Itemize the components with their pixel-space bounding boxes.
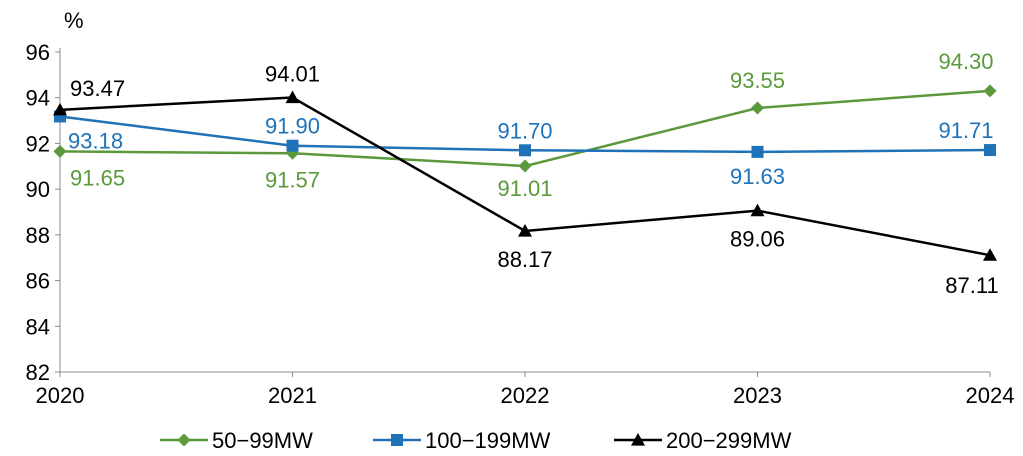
series-200-299mw xyxy=(53,90,997,261)
legend-item: 100−199MW xyxy=(373,428,551,453)
data-label: 89.06 xyxy=(730,227,785,252)
data-label: 88.17 xyxy=(497,247,552,272)
y-tick-label: 96 xyxy=(26,40,50,65)
data-point-marker xyxy=(285,90,300,104)
data-label: 91.65 xyxy=(70,165,125,190)
data-point-marker xyxy=(750,203,765,217)
data-point-marker xyxy=(518,159,532,173)
y-tick-label: 84 xyxy=(26,314,50,339)
data-label: 91.57 xyxy=(265,167,320,192)
data-point-marker xyxy=(751,145,764,158)
data-label: 94.01 xyxy=(265,61,320,86)
legend-label: 200−299MW xyxy=(666,428,792,453)
legend-marker xyxy=(631,433,645,446)
data-label: 91.63 xyxy=(730,164,785,189)
y-tick-label: 86 xyxy=(26,269,50,294)
data-point-marker xyxy=(751,101,764,115)
legend-marker xyxy=(391,434,403,446)
data-label: 94.30 xyxy=(938,49,993,74)
data-label: 93.18 xyxy=(68,128,123,153)
legend-item: 50−99MW xyxy=(160,428,313,453)
legend-label: 100−199MW xyxy=(425,428,551,453)
legend: 50−99MW 100−199MW 200−299MW xyxy=(160,428,792,453)
data-point-marker xyxy=(53,144,67,158)
x-tick-label: 2020 xyxy=(36,383,85,408)
x-tick-label: 2024 xyxy=(966,383,1015,408)
data-label: 93.55 xyxy=(730,68,785,93)
y-tick-label: 82 xyxy=(26,360,50,385)
y-tick-label: 90 xyxy=(26,177,50,202)
data-point-marker xyxy=(519,144,531,157)
legend-label: 50−99MW xyxy=(212,428,313,453)
data-label: 91.01 xyxy=(497,176,552,201)
x-tick-label: 2023 xyxy=(733,383,782,408)
legend-item: 200−299MW xyxy=(614,428,792,453)
data-point-marker xyxy=(286,139,299,152)
y-tick-label: 88 xyxy=(26,223,50,248)
y-tick-label: 92 xyxy=(26,131,50,156)
data-label: 93.47 xyxy=(70,76,125,101)
legend-marker xyxy=(177,433,191,447)
axes: 82 84 86 88 90 92 94 96 2020 2021 2022 2023 2024 xyxy=(26,40,1015,408)
data-label: 91.70 xyxy=(497,118,552,143)
data-point-marker xyxy=(518,223,532,237)
series-layer xyxy=(53,84,997,261)
data-labels: 91.65 91.57 91.01 93.55 94.30 93.18 91.90 91.70… xyxy=(68,49,999,298)
data-label: 91.90 xyxy=(265,114,320,139)
data-point-marker xyxy=(53,102,67,116)
data-point-marker xyxy=(983,84,997,98)
x-tick-label: 2021 xyxy=(268,383,317,408)
data-point-marker xyxy=(984,144,996,157)
data-label: 87.11 xyxy=(945,273,998,298)
y-axis-unit-label: % xyxy=(64,8,84,33)
x-tick-label: 2022 xyxy=(501,383,550,408)
data-point-marker xyxy=(983,248,997,261)
y-tick-label: 94 xyxy=(26,86,50,111)
data-label: 91.71 xyxy=(938,118,993,143)
